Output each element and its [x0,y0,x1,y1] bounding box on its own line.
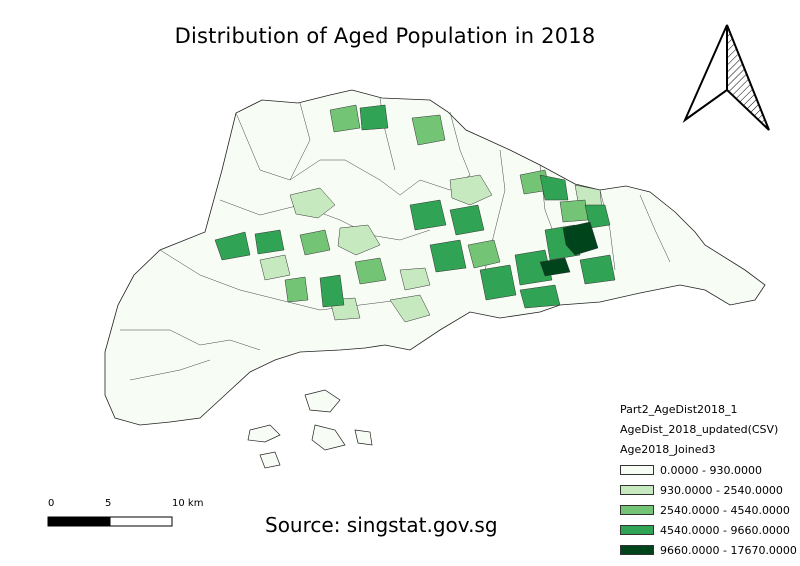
legend: Part2_AgeDist2018_1 AgeDist_2018_updated… [620,400,797,560]
legend-swatch [620,525,654,535]
legend-class-3: 4540.0000 - 9660.0000 [620,520,797,540]
legend-class-0: 0.0000 - 930.0000 [620,460,797,480]
legend-layer-1: Part2_AgeDist2018_1 [620,403,738,416]
offshore-islands [247,389,373,469]
north-arrow-icon [682,24,770,131]
scale-bar [47,516,173,527]
scale-tick-10km: 10 km [172,498,204,509]
legend-swatch [620,545,654,555]
scale-labels: 0 5 10 km [48,498,203,528]
legend-class-label: 930.0000 - 2540.0000 [660,483,783,497]
choropleth-regions [214,104,616,323]
legend-class-2: 2540.0000 - 4540.0000 [620,500,797,520]
legend-class-1: 930.0000 - 2540.0000 [620,480,797,500]
legend-swatch [620,465,654,475]
legend-swatch [620,485,654,495]
source-caption: Source: singstat.gov.sg [265,513,498,537]
map-title: Distribution of Aged Population in 2018 [174,24,596,48]
planning-area-boundaries [120,97,671,381]
legend-class-label: 0.0000 - 930.0000 [660,463,762,477]
legend-swatch [620,505,654,515]
legend-class-label: 4540.0000 - 9660.0000 [660,523,790,537]
legend-layer-3: Age2018_Joined3 [620,443,716,456]
legend-class-4: 9660.0000 - 17670.0000 [620,540,797,560]
legend-layer-2: AgeDist_2018_updated(CSV) [620,423,779,436]
scale-tick-5: 5 [105,498,112,509]
scale-tick-0: 0 [48,498,55,509]
legend-class-label: 9660.0000 - 17670.0000 [660,543,797,557]
legend-class-label: 2540.0000 - 4540.0000 [660,503,790,517]
